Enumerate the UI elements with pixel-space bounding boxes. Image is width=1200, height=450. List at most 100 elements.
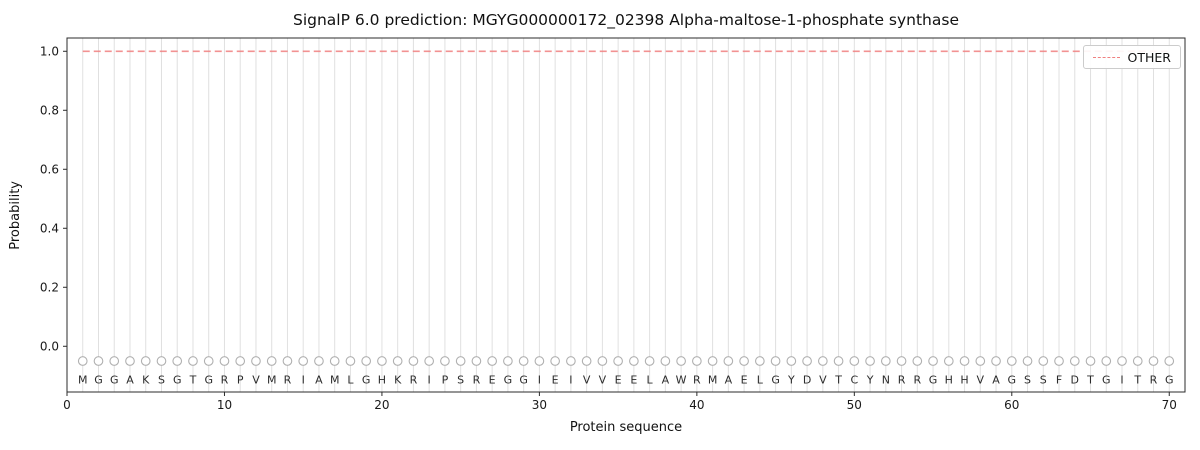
residue-letter: F	[1056, 374, 1062, 387]
residue-marker	[329, 356, 340, 366]
residue-marker	[629, 356, 639, 366]
residue-letter: R	[284, 374, 292, 387]
y-tick-label: 0.6	[40, 162, 59, 176]
residue-marker	[550, 356, 560, 366]
residue-marker	[188, 356, 198, 366]
residue-letter: K	[394, 374, 402, 387]
residue-letter: H	[945, 374, 953, 387]
y-tick-label: 0.0	[40, 339, 59, 353]
residue-marker	[345, 356, 356, 366]
residue-marker	[833, 356, 844, 366]
residue-letter: P	[442, 374, 449, 387]
residue-letter: D	[1071, 374, 1079, 387]
residue-marker	[140, 356, 151, 366]
residue-letter: R	[1150, 374, 1158, 387]
residue-letter: L	[647, 374, 654, 387]
residue-letter: T	[1086, 374, 1094, 387]
residue-marker	[235, 356, 246, 366]
residue-letter: V	[977, 374, 985, 387]
residue-letter: R	[221, 374, 229, 387]
residue-marker	[361, 356, 372, 366]
legend-line-sample	[1092, 56, 1120, 58]
residue-letter: V	[599, 374, 607, 387]
residue-marker	[865, 356, 875, 366]
residue-marker	[660, 356, 671, 366]
residue-marker	[1085, 356, 1096, 366]
x-tick-label: 10	[217, 398, 232, 412]
x-tick-label: 40	[689, 398, 704, 412]
residue-marker	[581, 356, 592, 366]
residue-marker	[1117, 356, 1127, 366]
residue-letter: T	[834, 374, 842, 387]
residue-letter: I	[569, 374, 572, 387]
residue-letter: R	[693, 374, 701, 387]
residue-marker	[1069, 356, 1080, 366]
residue-marker	[109, 356, 120, 366]
residue-marker	[723, 356, 734, 366]
residue-letter: V	[252, 374, 260, 387]
residue-letter: S	[457, 374, 464, 387]
residue-letter: G	[204, 374, 213, 387]
residue-marker	[817, 356, 828, 366]
residue-marker	[1101, 356, 1112, 366]
residue-letter: Y	[866, 374, 874, 387]
residue-marker	[991, 356, 1001, 366]
residue-letter: G	[173, 374, 182, 387]
residue-marker	[440, 356, 450, 366]
residue-marker	[408, 356, 419, 366]
residue-letter: T	[1133, 374, 1141, 387]
residue-letter: E	[615, 374, 622, 387]
residue-marker	[880, 356, 891, 366]
residue-marker	[156, 356, 167, 366]
x-tick-label: 30	[532, 398, 547, 412]
residue-marker	[896, 356, 907, 366]
residue-letter: R	[410, 374, 418, 387]
residue-letter: E	[489, 374, 496, 387]
residue-letter: D	[803, 374, 811, 387]
residue-letter: R	[913, 374, 921, 387]
residue-marker	[566, 356, 576, 366]
residue-marker	[1148, 356, 1159, 366]
y-tick-label: 0.8	[40, 103, 59, 117]
residue-letter: G	[110, 374, 119, 387]
residue-letter: S	[1040, 374, 1047, 387]
residue-marker	[125, 356, 135, 366]
residue-letter: G	[1102, 374, 1111, 387]
residue-letter: A	[662, 374, 670, 387]
residue-letter: A	[992, 374, 1000, 387]
residue-marker	[203, 356, 214, 366]
residue-letter: A	[126, 374, 134, 387]
residue-letter: M	[267, 374, 277, 387]
residue-marker	[676, 356, 686, 366]
residue-marker	[912, 356, 923, 366]
residue-letter: M	[330, 374, 340, 387]
residue-letter: G	[1165, 374, 1174, 387]
residue-letter: L	[347, 374, 354, 387]
residue-letter: W	[676, 374, 687, 387]
residue-marker	[266, 356, 277, 366]
residue-marker	[282, 356, 293, 366]
x-tick-label: 60	[1004, 398, 1019, 412]
residue-marker	[770, 356, 781, 366]
residue-marker	[975, 356, 986, 366]
residue-letter: E	[552, 374, 559, 387]
residue-letter: T	[189, 374, 197, 387]
residue-marker	[392, 356, 403, 366]
x-tick-label: 70	[1162, 398, 1177, 412]
residue-letter: G	[94, 374, 103, 387]
x-tick-label: 20	[374, 398, 389, 412]
residue-letter: S	[1024, 374, 1031, 387]
legend-label: OTHER	[1127, 49, 1171, 65]
x-axis-label: Protein sequence	[569, 420, 683, 435]
residue-marker	[943, 356, 954, 366]
residue-marker	[802, 356, 812, 366]
residue-letter: P	[237, 374, 244, 387]
residue-letter: I	[302, 374, 305, 387]
residue-letter: H	[378, 374, 386, 387]
residue-marker	[849, 356, 860, 366]
residue-marker	[1022, 356, 1033, 366]
residue-letter: I	[1120, 374, 1123, 387]
residue-letter: S	[158, 374, 165, 387]
residue-letter: E	[741, 374, 748, 387]
x-tick-label: 0	[63, 398, 71, 412]
